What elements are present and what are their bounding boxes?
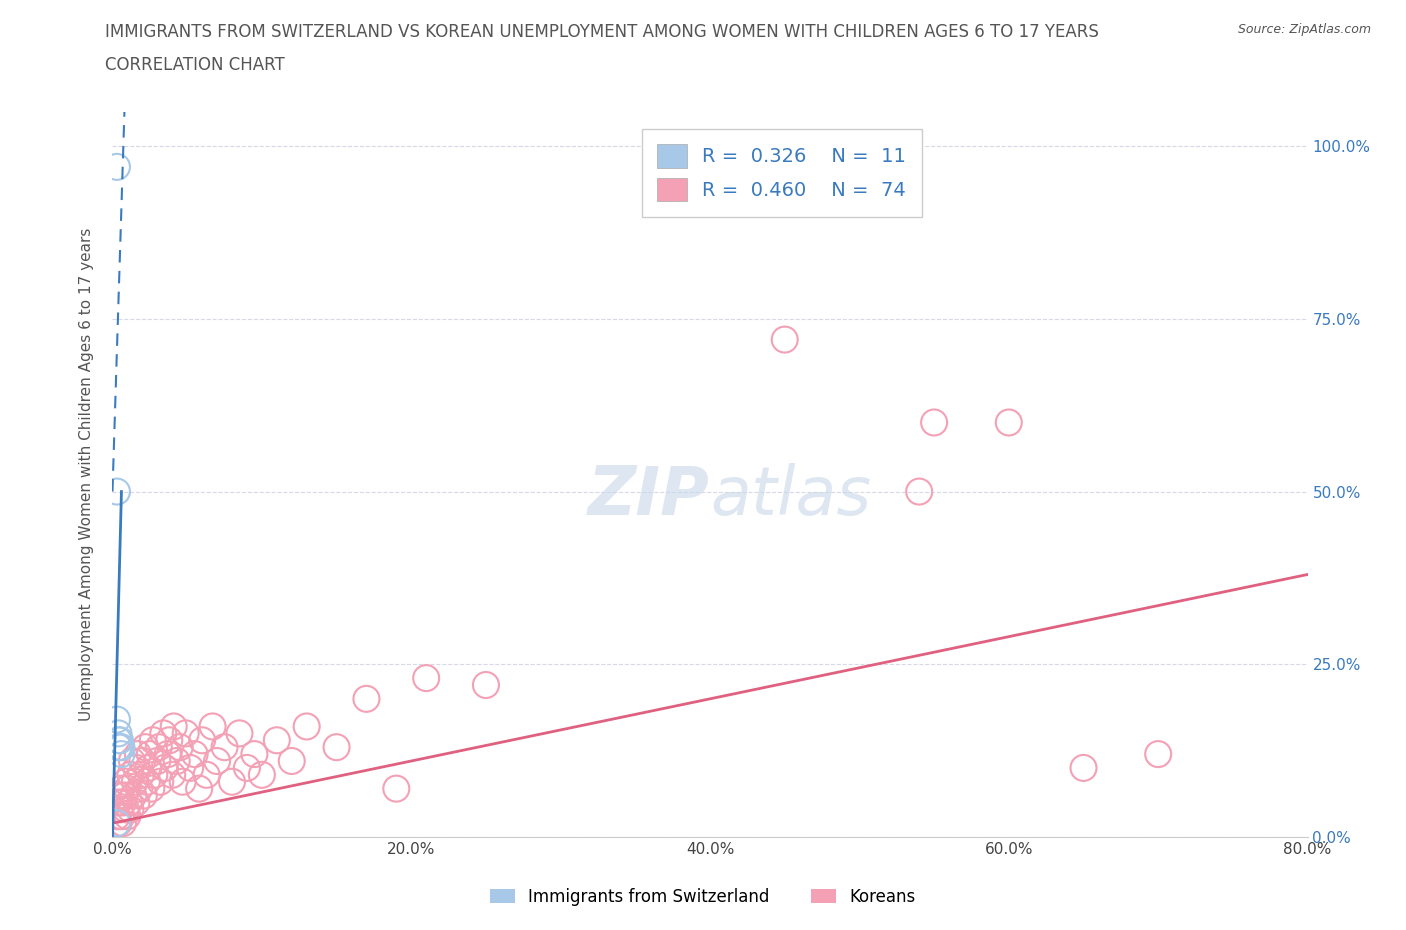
Point bbox=[153, 761, 176, 776]
Point bbox=[105, 816, 128, 830]
Text: IMMIGRANTS FROM SWITZERLAND VS KOREAN UNEMPLOYMENT AMONG WOMEN WITH CHILDREN AGE: IMMIGRANTS FROM SWITZERLAND VS KOREAN UN… bbox=[105, 23, 1099, 41]
Point bbox=[108, 733, 131, 748]
Point bbox=[124, 775, 146, 790]
Point bbox=[110, 739, 132, 754]
Point bbox=[191, 733, 214, 748]
Point bbox=[108, 739, 131, 754]
Point bbox=[174, 726, 197, 741]
Point bbox=[108, 788, 131, 803]
Point bbox=[143, 767, 166, 782]
Point bbox=[236, 761, 259, 776]
Point bbox=[118, 795, 141, 810]
Point bbox=[908, 485, 931, 499]
Point bbox=[138, 761, 160, 776]
Point bbox=[110, 781, 132, 796]
Point bbox=[281, 753, 304, 768]
Point bbox=[125, 795, 148, 810]
Legend: R =  0.326    N =  11, R =  0.460    N =  74: R = 0.326 N = 11, R = 0.460 N = 74 bbox=[643, 128, 921, 217]
Point bbox=[117, 809, 139, 824]
Point bbox=[111, 816, 134, 830]
Point bbox=[295, 719, 318, 734]
Point bbox=[221, 775, 243, 790]
Point bbox=[121, 753, 143, 768]
Point bbox=[110, 809, 132, 824]
Point bbox=[128, 781, 150, 796]
Point bbox=[105, 159, 128, 174]
Point bbox=[132, 788, 155, 803]
Point bbox=[166, 753, 188, 768]
Point bbox=[107, 733, 129, 748]
Point bbox=[131, 753, 153, 768]
Y-axis label: Unemployment Among Women with Children Ages 6 to 17 years: Unemployment Among Women with Children A… bbox=[79, 228, 94, 721]
Point bbox=[105, 712, 128, 727]
Point bbox=[250, 767, 273, 782]
Point bbox=[120, 767, 142, 782]
Point bbox=[107, 739, 129, 754]
Point bbox=[110, 747, 132, 762]
Point bbox=[163, 719, 186, 734]
Point bbox=[105, 485, 128, 499]
Point bbox=[139, 747, 162, 762]
Text: ZIP: ZIP bbox=[588, 463, 710, 529]
Point bbox=[134, 739, 156, 754]
Point bbox=[141, 781, 163, 796]
Point bbox=[172, 775, 194, 790]
Point bbox=[773, 332, 796, 347]
Point bbox=[475, 678, 498, 693]
Point bbox=[325, 739, 347, 754]
Point bbox=[125, 761, 148, 776]
Point bbox=[111, 795, 134, 810]
Point bbox=[201, 719, 224, 734]
Point bbox=[108, 802, 131, 817]
Point bbox=[157, 733, 180, 748]
Point bbox=[107, 726, 129, 741]
Point bbox=[179, 761, 201, 776]
Point bbox=[415, 671, 437, 685]
Point bbox=[142, 733, 165, 748]
Point bbox=[228, 726, 250, 741]
Point bbox=[162, 767, 183, 782]
Text: atlas: atlas bbox=[710, 463, 872, 529]
Point bbox=[243, 747, 266, 762]
Point bbox=[266, 733, 288, 748]
Point bbox=[105, 809, 128, 824]
Point bbox=[107, 795, 129, 810]
Point bbox=[214, 739, 236, 754]
Point bbox=[149, 775, 172, 790]
Point bbox=[922, 415, 945, 430]
Point bbox=[107, 816, 129, 830]
Text: Source: ZipAtlas.com: Source: ZipAtlas.com bbox=[1237, 23, 1371, 36]
Point bbox=[115, 802, 138, 817]
Point bbox=[188, 781, 211, 796]
Point bbox=[152, 726, 174, 741]
Point bbox=[385, 781, 408, 796]
Point bbox=[156, 747, 179, 762]
Point bbox=[148, 739, 170, 754]
Point bbox=[135, 775, 157, 790]
Point bbox=[114, 788, 135, 803]
Legend: Immigrants from Switzerland, Koreans: Immigrants from Switzerland, Koreans bbox=[484, 881, 922, 912]
Text: CORRELATION CHART: CORRELATION CHART bbox=[105, 56, 285, 73]
Point bbox=[115, 775, 138, 790]
Point bbox=[127, 747, 149, 762]
Point bbox=[146, 753, 169, 768]
Point bbox=[195, 767, 218, 782]
Point bbox=[205, 753, 228, 768]
Point bbox=[356, 691, 378, 706]
Point bbox=[129, 767, 152, 782]
Point bbox=[998, 415, 1021, 430]
Point bbox=[169, 739, 191, 754]
Point bbox=[120, 802, 142, 817]
Point bbox=[183, 747, 205, 762]
Point bbox=[117, 781, 139, 796]
Point bbox=[1073, 761, 1095, 776]
Point bbox=[1147, 747, 1170, 762]
Point bbox=[122, 788, 145, 803]
